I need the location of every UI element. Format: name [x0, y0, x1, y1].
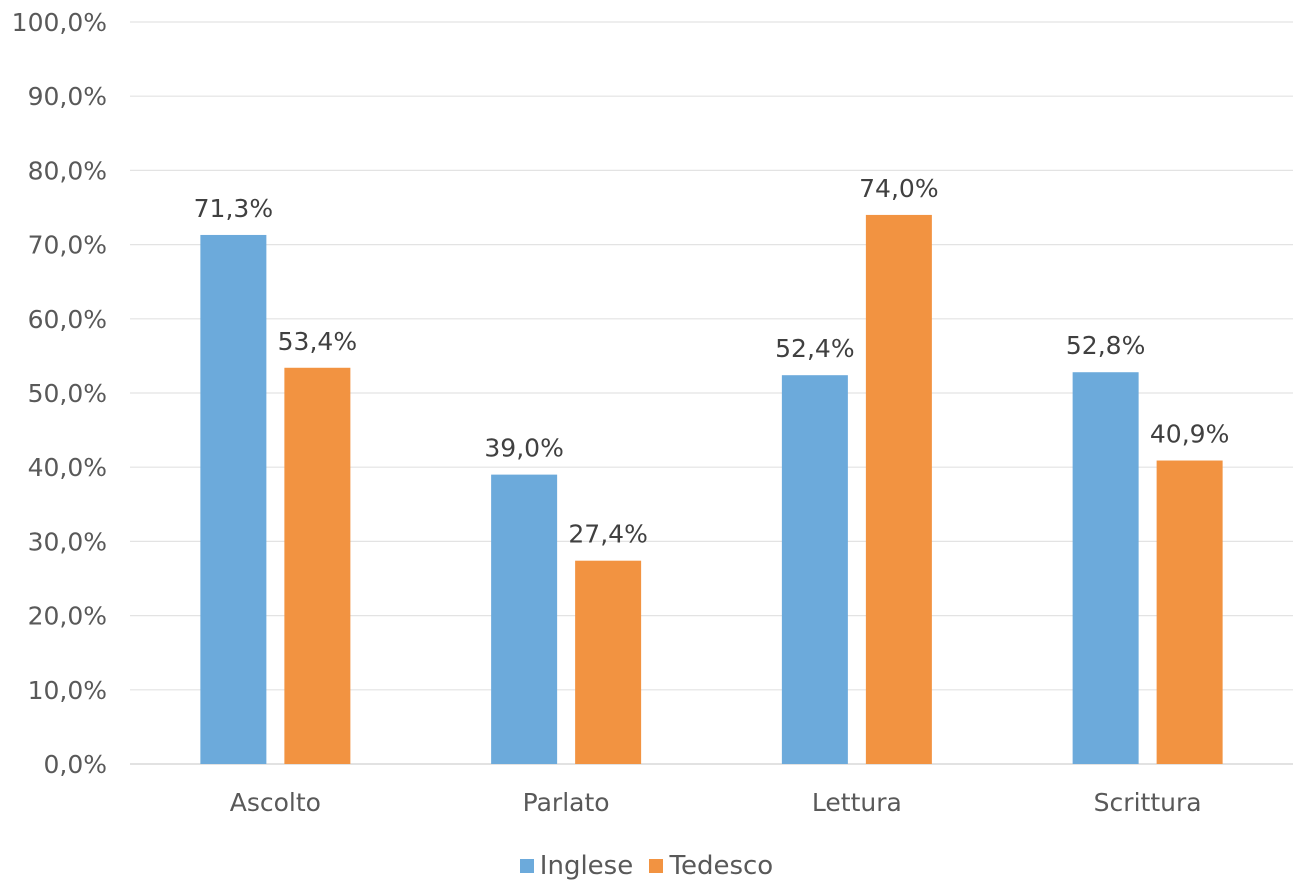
data-label: 74,0%: [859, 174, 938, 203]
data-label: 40,9%: [1150, 420, 1229, 449]
x-tick-label: Ascolto: [230, 788, 321, 817]
y-tick-label: 90,0%: [28, 82, 107, 111]
x-tick-label: Lettura: [812, 788, 902, 817]
bar-inglese-parlato: [491, 474, 558, 764]
y-tick-label: 100,0%: [12, 8, 107, 37]
bar-tedesco-parlato: [575, 560, 642, 764]
y-tick-label: 40,0%: [28, 453, 107, 482]
data-label: 53,4%: [278, 327, 357, 356]
x-tick-label: Parlato: [523, 788, 610, 817]
bars: [200, 214, 1223, 765]
y-tick-label: 70,0%: [28, 231, 107, 260]
x-axis-ticks: Ascolto Parlato Lettura Scrittura: [230, 788, 1202, 817]
bar-tedesco-ascolto: [284, 367, 351, 764]
y-axis-ticks: 0,0% 10,0% 20,0% 30,0% 40,0% 50,0% 60,0% 70,0% 8…: [12, 8, 107, 779]
data-label: 71,3%: [194, 194, 273, 223]
data-label: 39,0%: [484, 434, 563, 463]
bar-tedesco-scrittura: [1156, 460, 1223, 764]
data-label: 52,8%: [1066, 331, 1145, 360]
legend-item-inglese: Inglese: [519, 851, 634, 881]
y-tick-label: 20,0%: [28, 602, 107, 631]
legend-label-inglese: Inglese: [539, 851, 634, 881]
legend-item-tedesco: Tedesco: [649, 851, 773, 881]
x-tick-label: Scrittura: [1094, 788, 1202, 817]
y-tick-label: 60,0%: [28, 305, 107, 334]
data-labels: 71,3% 53,4% 39,0% 27,4% 52,4% 74,0% 52,8% 40,9%: [194, 174, 1230, 549]
legend-swatch-tedesco: [649, 859, 664, 873]
y-tick-label: 10,0%: [28, 676, 107, 705]
data-label: 27,4%: [568, 520, 647, 549]
y-tick-label: 50,0%: [28, 379, 107, 408]
y-tick-label: 30,0%: [28, 527, 107, 556]
y-tick-label: 80,0%: [28, 156, 107, 185]
y-tick-label: 0,0%: [43, 750, 107, 779]
legend-swatch-inglese: [519, 859, 534, 873]
legend: Inglese Tedesco: [0, 850, 1293, 881]
bar-tedesco-lettura: [865, 214, 932, 765]
bar-inglese-ascolto: [200, 234, 267, 765]
bar-inglese-lettura: [781, 375, 848, 764]
bar-inglese-scrittura: [1072, 372, 1139, 764]
legend-label-tedesco: Tedesco: [669, 851, 774, 881]
data-label: 52,4%: [775, 334, 854, 363]
